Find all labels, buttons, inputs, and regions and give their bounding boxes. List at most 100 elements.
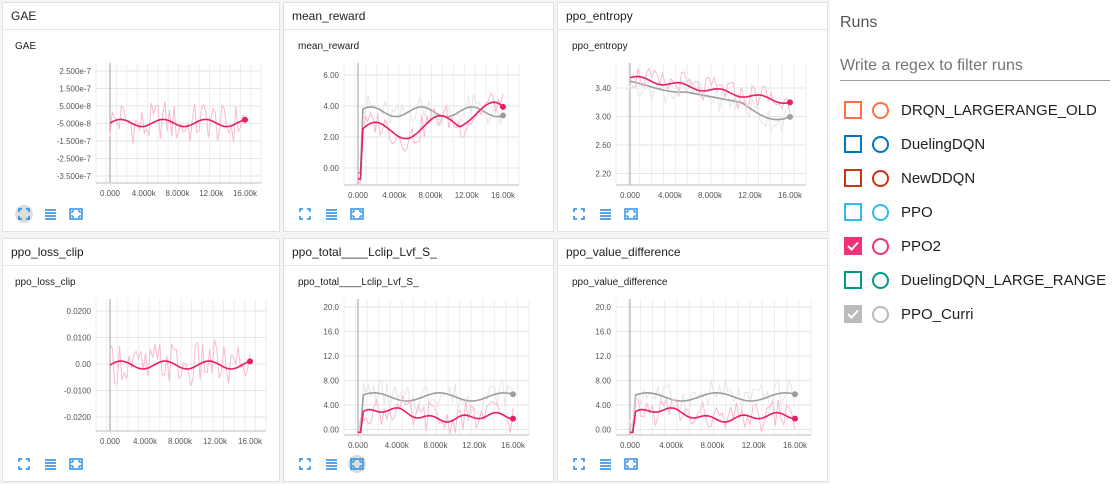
expand-button[interactable]: [622, 455, 640, 473]
expand-button[interactable]: [67, 455, 85, 473]
toggle-log-button[interactable]: [41, 455, 59, 473]
y-tick-label: 0.0100: [67, 334, 92, 343]
run-item[interactable]: PPO: [844, 199, 933, 225]
x-tick-label: 12.00k: [199, 189, 224, 198]
run-checkbox[interactable]: [844, 203, 862, 221]
toggle-log-icon: [599, 458, 612, 470]
run-item[interactable]: DuelingDQN: [844, 131, 985, 157]
runs-title: Runs: [840, 14, 878, 31]
fit-domain-icon: [18, 458, 30, 470]
x-tick-label: 16.00k: [501, 441, 526, 450]
expand-icon: [350, 458, 364, 470]
plot-title: ppo_entropy: [572, 41, 628, 52]
x-tick-label: 0.000: [620, 441, 641, 450]
chart-card: GAE GAE 2.500e-7 1.500e-7 5.000e-8 -5.000e-8 -…: [2, 2, 280, 232]
run-label: PPO2: [901, 237, 942, 255]
plot-area[interactable]: 20.0 16.0 12.0 8.00 4.00 0.00 0.000 4.000k 8.000…: [558, 239, 829, 483]
card-header: ppo_value_difference: [558, 239, 827, 266]
fit-domain-button[interactable]: [15, 205, 33, 223]
series-endpoint-marker: [247, 358, 253, 365]
y-tick-label: 4.00: [595, 401, 611, 410]
toggle-log-icon: [599, 208, 612, 220]
y-tick-label: 6.00: [323, 71, 339, 80]
chart-toolbar: [570, 455, 640, 473]
y-tick-label: 20.0: [595, 303, 611, 312]
toggle-log-button[interactable]: [596, 455, 614, 473]
checkmark-icon: [847, 241, 859, 251]
smoothed-series-line: [109, 360, 251, 370]
raw-series-line: [629, 395, 796, 432]
fit-domain-icon: [573, 208, 585, 220]
chart-toolbar: [15, 455, 85, 473]
run-label: DuelingDQN_LARGE_RANGE: [901, 271, 1107, 289]
run-color-circle-icon[interactable]: [872, 271, 889, 289]
smoothed-series-line: [630, 407, 796, 434]
x-tick-label: 0.000: [348, 441, 369, 450]
expand-icon: [69, 208, 83, 220]
y-tick-label: 2.60: [595, 141, 611, 150]
run-label: PPO: [901, 203, 933, 221]
series-endpoint-marker: [787, 99, 793, 106]
run-color-circle-icon[interactable]: [872, 203, 889, 221]
y-tick-label: 4.00: [323, 102, 339, 111]
y-tick-label: 8.00: [595, 377, 611, 386]
plot-area[interactable]: 2.500e-7 1.500e-7 5.000e-8 -5.000e-8 -1.500e…: [3, 3, 281, 233]
plot-area[interactable]: 0.0200 0.0100 0.00 -0.0100 -0.0200 0.000 4.000…: [3, 239, 281, 483]
series-endpoint-marker: [792, 391, 798, 398]
expand-button[interactable]: [348, 205, 366, 223]
x-tick-label: 4.000k: [382, 191, 407, 200]
run-checkbox[interactable]: [844, 101, 862, 119]
x-tick-label: 4.000k: [659, 441, 684, 450]
y-tick-label: 0.0200: [67, 307, 92, 316]
x-tick-label: 16.00k: [238, 437, 263, 446]
fit-domain-button[interactable]: [296, 205, 314, 223]
toggle-log-button[interactable]: [596, 205, 614, 223]
toggle-log-button[interactable]: [322, 455, 340, 473]
expand-button[interactable]: [67, 205, 85, 223]
run-color-circle-icon[interactable]: [872, 305, 889, 323]
fit-domain-button[interactable]: [570, 205, 588, 223]
run-checkbox[interactable]: [844, 237, 862, 255]
run-item[interactable]: PPO_Curri: [844, 301, 974, 327]
chart-toolbar: [570, 205, 640, 223]
run-label: DuelingDQN: [901, 135, 986, 153]
plot-area[interactable]: 20.0 16.0 12.0 8.00 4.00 0.00 0.000 4.000k 8.000…: [284, 239, 555, 483]
plot-area[interactable]: 3.40 3.00 2.60 2.20 0.000 4.000k 8.000k 12.00k 1…: [558, 3, 829, 233]
run-color-circle-icon[interactable]: [872, 101, 889, 119]
run-item[interactable]: DuelingDQN_LARGE_RANGE: [844, 267, 1106, 293]
toggle-log-button[interactable]: [322, 205, 340, 223]
run-checkbox[interactable]: [844, 135, 862, 153]
run-color-circle-icon[interactable]: [872, 169, 889, 187]
series-endpoint-marker: [787, 113, 793, 120]
run-checkbox[interactable]: [844, 271, 862, 289]
raw-series-line: [357, 91, 504, 186]
run-color-circle-icon[interactable]: [872, 135, 889, 153]
card-header: mean_reward: [284, 3, 553, 30]
y-tick-label: -5.000e-8: [57, 120, 92, 129]
fit-domain-icon: [299, 208, 311, 220]
run-color-circle-icon[interactable]: [872, 237, 889, 255]
run-item[interactable]: DRQN_LARGERANGE_OLD: [844, 97, 1097, 123]
x-tick-label: 16.00k: [783, 441, 808, 450]
toggle-log-button[interactable]: [41, 205, 59, 223]
run-checkbox[interactable]: [844, 169, 862, 187]
x-tick-label: 4.000k: [658, 191, 683, 200]
smoothed-series-line: [629, 80, 791, 121]
y-tick-label: 8.00: [323, 377, 339, 386]
toggle-log-icon: [44, 458, 57, 470]
x-tick-label: 0.000: [620, 191, 641, 200]
fit-domain-button[interactable]: [570, 455, 588, 473]
fit-domain-button[interactable]: [296, 455, 314, 473]
run-item[interactable]: NewDDQN: [844, 165, 975, 191]
plot-area[interactable]: 6.00 4.00 2.00 0.00 0.000 4.000k 8.000k 12.00k 1…: [284, 3, 555, 233]
raw-series-line: [357, 94, 504, 186]
expand-button[interactable]: [348, 455, 366, 473]
fit-domain-icon: [299, 458, 311, 470]
chart-card: ppo_loss_clip ppo_loss_clip 0.0200 0.0100 0.…: [2, 238, 280, 482]
fit-domain-button[interactable]: [15, 455, 33, 473]
run-filter-input[interactable]: [840, 52, 1110, 81]
expand-button[interactable]: [622, 205, 640, 223]
x-tick-label: 0.000: [348, 191, 369, 200]
run-checkbox[interactable]: [844, 305, 862, 323]
run-item[interactable]: PPO2: [844, 233, 941, 259]
